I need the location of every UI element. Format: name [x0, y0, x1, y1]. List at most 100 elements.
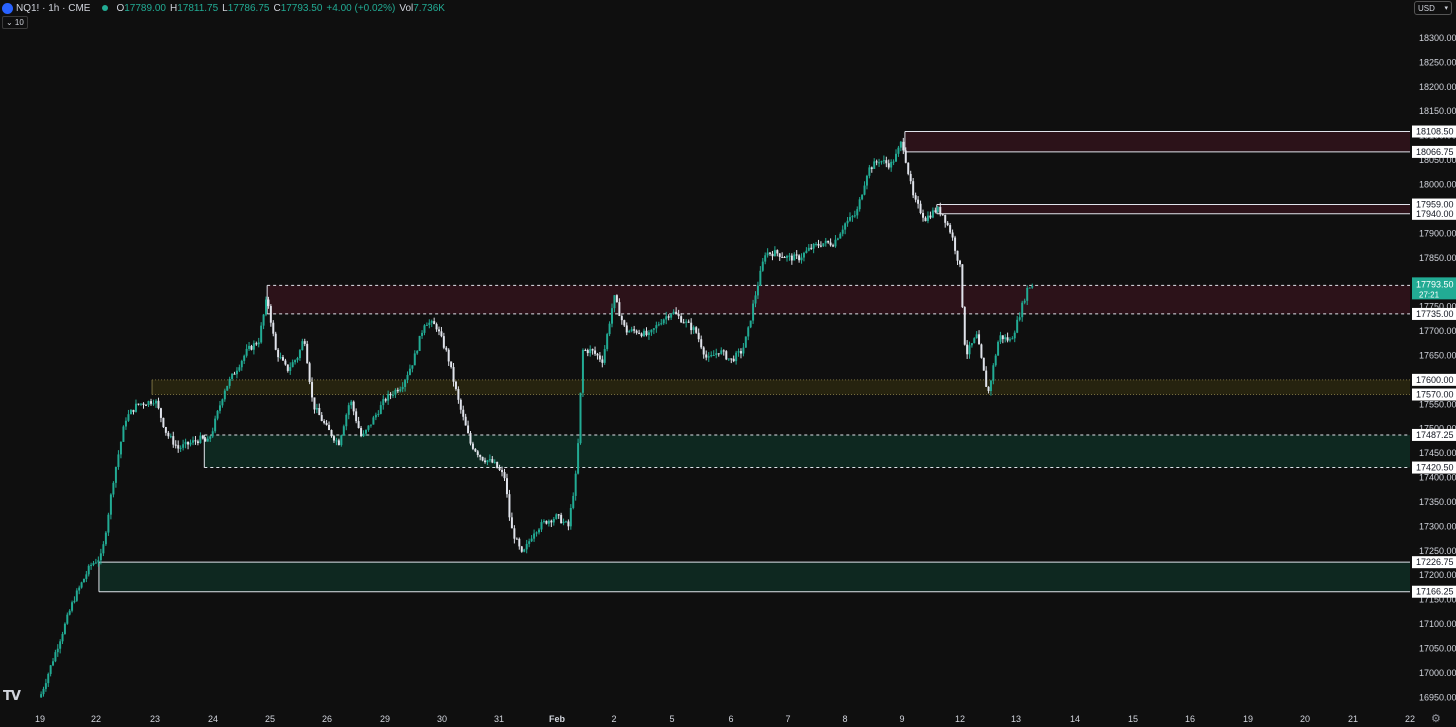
candle-body: [822, 243, 825, 247]
candle-body: [909, 173, 912, 182]
candle-body: [589, 349, 592, 354]
candle-body: [836, 238, 839, 240]
candle-body: [690, 322, 693, 331]
candle-body: [633, 329, 636, 331]
candle-body: [545, 520, 548, 524]
candle-body: [547, 520, 550, 524]
candle-body: [211, 431, 214, 437]
time-axis-tick: 8: [842, 714, 847, 724]
candle-body: [129, 409, 132, 415]
candle-body: [389, 393, 392, 396]
candle-body: [308, 363, 311, 383]
price-axis-tick: 17750.00: [1419, 302, 1456, 312]
candle-body: [457, 389, 460, 400]
candle-body: [980, 344, 983, 358]
time-axis-tick: 24: [208, 714, 218, 724]
candle-body: [311, 382, 314, 398]
candle-body: [581, 350, 584, 393]
candle-body: [61, 633, 64, 642]
price-axis-tick: 17000.00: [1419, 668, 1456, 678]
candle-body: [119, 441, 122, 455]
level-label: 17420.50: [1416, 463, 1454, 473]
open-label: O: [116, 2, 125, 14]
candle-body: [433, 321, 436, 325]
price-axis-tick: 17200.00: [1419, 570, 1456, 580]
candle-body: [853, 215, 856, 217]
time-axis-tick: 26: [322, 714, 332, 724]
candle-body: [479, 454, 482, 457]
candle-body: [286, 364, 289, 371]
candle-body: [265, 299, 268, 315]
candle-body: [301, 341, 304, 351]
candle-body: [834, 239, 837, 247]
candle-body: [277, 349, 280, 358]
candle-body: [201, 435, 204, 439]
last-price-label: 17793.50: [1416, 279, 1454, 289]
candle-body: [187, 441, 190, 445]
candle-body: [623, 320, 626, 326]
candle-body: [720, 350, 723, 354]
candle-body: [56, 648, 59, 653]
candle-body: [196, 441, 199, 444]
indicator-toggle-button[interactable]: ⌄ 10: [2, 16, 28, 29]
candle-body: [387, 393, 390, 401]
candle-body: [670, 313, 673, 318]
candle-body: [306, 343, 309, 364]
candle-body: [362, 433, 365, 437]
candle-body: [919, 203, 922, 214]
candle-body: [350, 401, 353, 406]
price-axis-tick: 18000.00: [1419, 180, 1456, 190]
price-axis-tick: 18250.00: [1419, 57, 1456, 67]
candle-body: [572, 495, 575, 508]
candle-body: [296, 358, 299, 361]
vol-value: 7.736K: [413, 2, 445, 14]
candle-body: [778, 253, 781, 257]
candle-body: [491, 459, 494, 463]
candle-body: [206, 438, 209, 442]
candle-body: [829, 242, 832, 246]
candle-body: [941, 214, 944, 216]
candle-body: [240, 360, 243, 368]
candle-body: [374, 414, 377, 418]
candle-body: [127, 414, 130, 421]
candle-body: [452, 367, 455, 382]
candle-body: [124, 420, 127, 427]
candle-body: [291, 362, 294, 368]
candle-body: [438, 329, 441, 332]
candle-body: [68, 610, 71, 615]
symbol-label[interactable]: NQ1! · 1h · CME: [16, 2, 91, 14]
demand-zone-low: [98, 562, 1411, 592]
tradingview-logo[interactable]: TV: [3, 689, 21, 704]
candle-body: [1026, 287, 1029, 301]
candle-body: [975, 334, 978, 339]
candle-body: [226, 385, 229, 391]
candle-body: [692, 327, 695, 331]
candle-body: [667, 316, 670, 318]
candle-body: [367, 425, 370, 430]
candle-body: [968, 345, 971, 355]
candle-body: [476, 451, 479, 455]
candle-body: [885, 160, 888, 164]
candle-body: [503, 472, 506, 479]
candle-body: [929, 215, 932, 218]
candle-body: [951, 232, 954, 238]
candle-body: [214, 418, 217, 432]
level-label-box: [1412, 198, 1456, 211]
candle-body: [272, 322, 275, 334]
candle-body: [152, 403, 155, 405]
chevron-down-icon: ▾: [1444, 5, 1448, 12]
candle-body: [257, 342, 260, 345]
candle-body: [66, 614, 69, 624]
demand-zone-mid: [204, 434, 1410, 468]
settings-gear-icon[interactable]: ⚙: [1431, 713, 1441, 725]
candle-body: [384, 399, 387, 401]
candle-body: [608, 323, 611, 335]
candle-body: [737, 351, 740, 353]
currency-select[interactable]: USD ▾: [1414, 1, 1452, 15]
candle-body: [956, 250, 959, 261]
candle-body: [228, 378, 231, 386]
candle-body: [262, 314, 265, 326]
candle-body: [182, 444, 185, 448]
candle-body: [954, 237, 957, 251]
